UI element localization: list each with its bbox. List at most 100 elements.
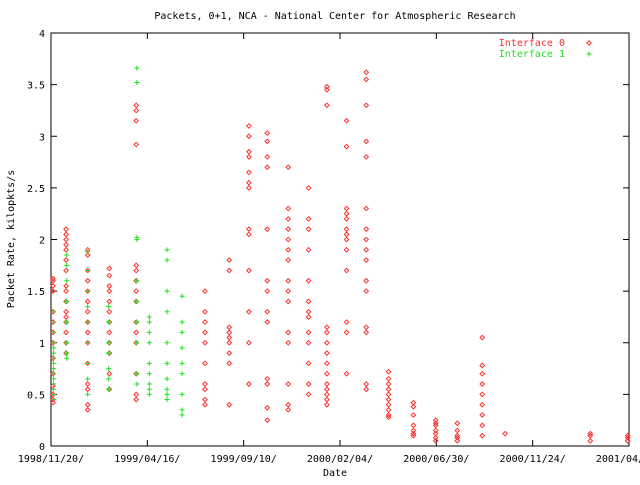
interface-0-point xyxy=(133,396,140,403)
interface-0-point xyxy=(363,76,370,83)
interface-0-point xyxy=(63,257,69,264)
interface-0-point xyxy=(343,267,350,274)
interface-1-point xyxy=(85,288,91,294)
interface-0-point xyxy=(285,257,292,264)
interface-0-point xyxy=(202,288,208,295)
interface-0-point xyxy=(63,288,69,295)
interface-0-point xyxy=(246,308,252,315)
y-tick-label: 0 xyxy=(39,442,45,453)
interface-0-point xyxy=(432,427,439,434)
interface-1-point xyxy=(146,360,152,366)
interface-0-point xyxy=(343,205,350,212)
interface-0-point xyxy=(84,277,91,284)
interface-0-point xyxy=(84,308,91,315)
interface-0-point xyxy=(305,226,312,233)
interface-0-point xyxy=(246,184,252,191)
interface-1-point xyxy=(179,329,185,335)
interface-1-point xyxy=(64,262,70,268)
interface-0-point xyxy=(624,437,631,444)
interface-0-point xyxy=(264,153,271,160)
interface-0-point xyxy=(246,339,252,346)
interface-0-point xyxy=(202,396,208,403)
interface-0-point xyxy=(264,288,271,295)
interface-0-point xyxy=(305,308,312,315)
interface-0-point xyxy=(202,381,208,387)
interface-1-point xyxy=(164,376,170,382)
interface-1-point xyxy=(106,340,112,346)
interface-1-point xyxy=(85,391,91,397)
interface-1-point xyxy=(51,319,57,325)
interface-0-point xyxy=(363,329,370,336)
interface-1-point xyxy=(179,391,185,397)
interface-1-point xyxy=(85,304,91,310)
interface-0-point xyxy=(106,370,113,377)
x-tick-label: 1998/11/20/ xyxy=(18,454,84,465)
interface-0-point xyxy=(305,215,312,222)
interface-0-point xyxy=(454,420,461,427)
interface-1-point xyxy=(51,309,57,315)
legend-marker xyxy=(586,51,592,57)
interface-0-point xyxy=(323,391,330,398)
interface-1-point xyxy=(164,309,170,315)
interface-1-point xyxy=(134,65,140,71)
interface-0-point xyxy=(479,432,486,439)
interface-1-point xyxy=(179,371,185,377)
x-axis: 1998/11/20/1999/04/16/1999/09/10/2000/02… xyxy=(18,33,640,465)
interface-0-point xyxy=(479,381,486,387)
interface-1-point xyxy=(51,386,57,392)
interface-0-point xyxy=(63,246,69,253)
y-axis: 0 0.5 1 1.5 2 2.5 3 3.5 4 xyxy=(27,29,629,453)
interface-0-point xyxy=(343,329,350,336)
interface-0-point xyxy=(363,288,370,295)
interface-1-point xyxy=(51,371,57,377)
interface-0-point xyxy=(63,339,69,346)
y-tick-label: 4 xyxy=(39,29,45,40)
interface-0-point xyxy=(479,391,486,398)
interface-0-point xyxy=(285,164,292,171)
interface-0-point xyxy=(305,277,312,284)
interface-1-point xyxy=(51,381,57,387)
interface-0-point xyxy=(305,298,312,305)
interface-1-point xyxy=(106,376,112,382)
interface-0-point xyxy=(50,329,56,336)
interface-0-point xyxy=(106,298,113,305)
interface-1-point xyxy=(134,80,140,86)
x-tick-label: 2000/02/04/ xyxy=(307,454,373,465)
interface-0-point xyxy=(264,138,271,145)
interface-1-point xyxy=(164,340,170,346)
interface-0-point xyxy=(343,143,350,150)
interface-1-point xyxy=(146,319,152,325)
interface-1-point xyxy=(51,366,57,372)
interface-0-point xyxy=(106,272,113,279)
interface-0-point xyxy=(624,432,631,439)
interface-0-point xyxy=(246,148,252,155)
x-tick-label: 2000/06/30/ xyxy=(403,454,469,465)
interface-0-point xyxy=(202,329,208,336)
interface-0-point xyxy=(50,370,56,377)
interface-0-point xyxy=(343,231,350,238)
interface-0-point xyxy=(50,339,56,346)
interface-0-point xyxy=(285,339,292,346)
interface-1-point xyxy=(51,329,57,335)
interface-0-point xyxy=(305,246,312,253)
interface-0-point xyxy=(133,102,140,109)
interface-1-point xyxy=(64,319,70,325)
interface-0-point xyxy=(246,267,252,274)
interface-1-point xyxy=(134,319,140,325)
x-tick-label: 2001/04/20/ xyxy=(596,454,640,465)
interface-1-point xyxy=(146,340,152,346)
interface-1-point xyxy=(179,345,185,351)
interface-0-point xyxy=(385,386,392,393)
interface-0-point xyxy=(226,267,233,274)
interface-0-point xyxy=(343,236,350,243)
interface-0-point xyxy=(363,69,370,76)
interface-0-point xyxy=(202,386,208,393)
interface-1-point xyxy=(85,267,91,273)
interface-0-point xyxy=(246,169,252,176)
x-axis-label: Date xyxy=(323,468,347,479)
interface-0-point xyxy=(363,381,370,387)
interface-0-point xyxy=(343,215,350,222)
interface-0-point xyxy=(502,430,509,437)
interface-0-point xyxy=(50,308,56,315)
interface-0-point xyxy=(323,386,330,393)
